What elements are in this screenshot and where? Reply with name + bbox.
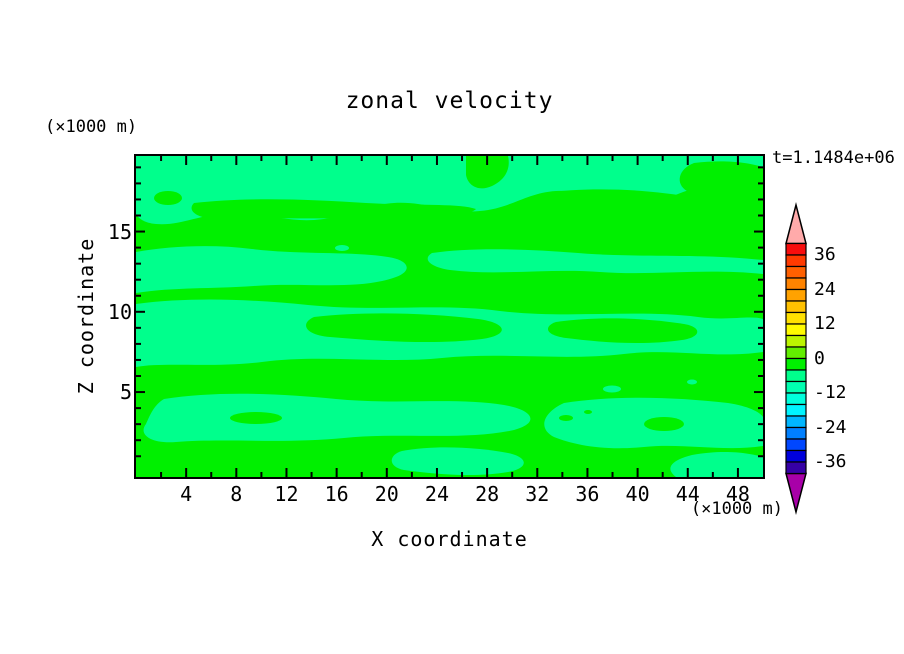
plot-area [134,154,765,479]
field-positive-islands [154,156,763,431]
x-axis-units-label: (×1000 m) [690,499,783,519]
colorbar-band-20-to-16 [785,300,807,314]
colorbar-band--28-to--32 [785,438,807,452]
y-tick-label-5: 5 [119,380,132,405]
colorbar-band-28-to-24 [785,277,807,291]
colorbar-band-4-to-0 [785,346,807,360]
y-axis-units-label: (×1000 m) [45,117,138,137]
colorbar-band--4-to--8 [785,369,807,383]
x-tick-label-40: 40 [625,482,650,506]
colorbar-band-24-to-20 [785,288,807,302]
colorbar [785,202,807,515]
x-axis-title: X coordinate [371,527,528,551]
y-tick-label-10: 10 [107,299,132,324]
colorbar-band-32-to-28 [785,265,807,279]
colorbar-band-16-to-12 [785,311,807,325]
colorbar-band--24-to--28 [785,426,807,440]
colorbar-band--32-to--36 [785,449,807,463]
colorbar-band--12-to--16 [785,392,807,406]
x-tick-label-28: 28 [475,482,500,506]
x-tick-label-36: 36 [575,482,600,506]
chart-title: zonal velocity [345,88,554,114]
colorbar-label--12: -12 [814,382,847,403]
colorbar-label-36: 36 [814,244,836,265]
colorbar-band--8-to--12 [785,380,807,394]
colorbar-label-0: 0 [814,347,825,369]
y-axis-title: Z coordinate [74,237,98,395]
x-tick-label-8: 8 [230,482,243,506]
contour-field [136,156,763,477]
colorbar-band-0-to--4 [785,357,807,371]
x-tick-label-4: 4 [180,482,193,506]
colorbar-label--24: -24 [814,416,847,438]
time-annotation: t=1.1484e+06 [772,148,895,168]
x-tick-label-32: 32 [525,482,550,506]
colorbar-band--16-to--20 [785,403,807,417]
x-tick-label-20: 20 [374,482,399,506]
colorbar-band-12-to-8 [785,323,807,337]
x-tick-label-44: 44 [675,482,700,506]
colorbar-band-36-to-32 [785,254,807,268]
colorbar-label-12: 12 [814,313,836,334]
colorbar-label-24: 24 [814,278,836,300]
axis-ticks [136,156,763,477]
colorbar-band-8-to-4 [785,334,807,348]
colorbar-label--36: -36 [814,451,847,472]
colorbar-band--20-to--24 [785,415,807,429]
colorbar-band--36-to--40 [785,461,807,475]
y-tick-label-15: 15 [107,219,132,244]
x-tick-label-48: 48 [725,482,750,506]
x-tick-label-24: 24 [424,482,449,506]
x-tick-label-12: 12 [274,482,299,506]
colorbar-band-40-to-36 [785,242,807,256]
x-tick-label-16: 16 [324,482,349,506]
